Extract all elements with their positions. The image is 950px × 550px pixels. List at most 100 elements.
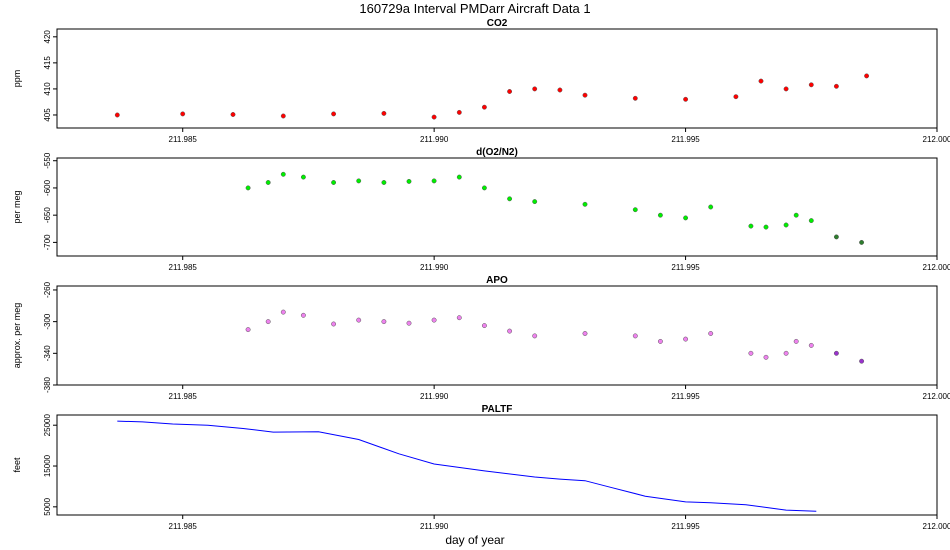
data-point [381,110,387,116]
data-point [808,82,814,88]
y-tick-label: 15000 [43,454,52,477]
data-point [808,218,814,224]
data-point [582,331,588,336]
data-point [708,331,714,336]
data-point [582,201,588,207]
data-point [456,174,462,180]
data-point [507,89,513,94]
x-tick-label: 211.995 [671,135,700,144]
data-point [833,83,839,89]
y-axis-label: per meg [12,190,22,223]
panel-paltf: PALTF 211.985 211.990 211.995 212.000 5000 150… [12,404,950,531]
x-tick-label: 211.985 [169,135,198,144]
x-tick-label: 211.990 [420,263,449,272]
data-point [245,185,251,191]
data-point [632,333,638,339]
x-tick-label: 211.990 [420,522,449,531]
data-point [793,338,799,344]
data-point [456,315,462,321]
panel-title: PALTF [482,404,513,415]
y-tick-label: 420 [43,30,52,44]
data-point [265,319,271,325]
data-point [532,333,538,339]
plot-frame [56,28,938,129]
y-tick-label: -380 [43,376,52,393]
data-point [406,178,412,184]
data-point [431,114,437,120]
y-tick-label: -340 [43,345,52,362]
data-point [833,350,839,356]
data-point [859,239,865,245]
data-point [265,180,271,185]
data-point [733,94,739,100]
data-point [507,328,513,334]
data-point [406,320,412,326]
y-axis-label: ppm [12,70,22,88]
series-line [117,420,817,512]
x-tick-label: 211.985 [169,392,198,401]
data-point [683,96,689,102]
data-point [331,180,337,185]
data-point [657,338,663,344]
x-tick-label: 212.000 [923,263,950,272]
data-point [808,342,814,348]
panel-co2: CO2 211.985 211.990 211.995 212.000 405 410 415… [12,18,950,144]
x-tick-label: 211.995 [671,392,700,401]
data-point [114,112,120,118]
data-point [532,86,538,92]
data-point [783,86,789,92]
y-tick-label: -650 [43,207,52,224]
data-point [381,180,387,185]
data-point [783,222,789,228]
y-axis-label: approx. per meg [12,303,22,369]
data-point [748,223,754,229]
data-point [431,317,437,323]
data-point [331,321,337,327]
x-tick-label: 211.990 [420,392,449,401]
data-point [864,73,870,79]
y-tick-label: 405 [43,108,52,122]
data-point [280,171,286,177]
x-tick-label: 211.995 [671,263,700,272]
panel-apo: APO 211.985 211.990 211.995 212.000 -260 -300 -… [12,275,950,401]
y-tick-label: 25000 [43,414,52,437]
data-point [582,92,588,98]
data-point [683,336,689,342]
x-tick-label: 212.000 [923,135,950,144]
data-point [683,215,689,221]
plot-frame [56,157,938,257]
data-point [708,204,714,210]
data-point [532,199,538,205]
y-tick-label: 410 [43,82,52,96]
data-point [280,113,286,119]
panel-o2n2: d(O2/N2) 211.985 211.990 211.995 212.000 -550… [12,147,950,272]
data-point [748,350,754,356]
panel-title: CO2 [487,18,508,29]
panel-title: APO [486,275,508,286]
data-point [381,319,387,325]
data-point [632,95,638,101]
data-point [280,309,286,315]
data-point [758,78,764,84]
y-axis-label: feet [12,457,22,473]
data-point [431,178,437,184]
plot-frame [56,414,938,516]
x-tick-label: 211.985 [169,263,198,272]
plot-frame [56,285,938,386]
main-title: 160729a Interval PMDarr Aircraft Data 1 [359,1,590,16]
data-point [859,358,865,364]
data-point [783,350,789,356]
y-tick-label: -550 [43,152,52,169]
x-tick-label: 212.000 [923,522,950,531]
data-point [331,111,337,117]
x-tick-label: 211.990 [420,135,449,144]
data-point [763,224,769,230]
data-point [793,212,799,218]
y-tick-label: 415 [43,56,52,70]
y-tick-label: -700 [43,234,52,251]
x-axis-label: day of year [445,533,504,547]
data-point [356,178,362,184]
data-point [356,317,362,323]
data-point [180,111,186,117]
